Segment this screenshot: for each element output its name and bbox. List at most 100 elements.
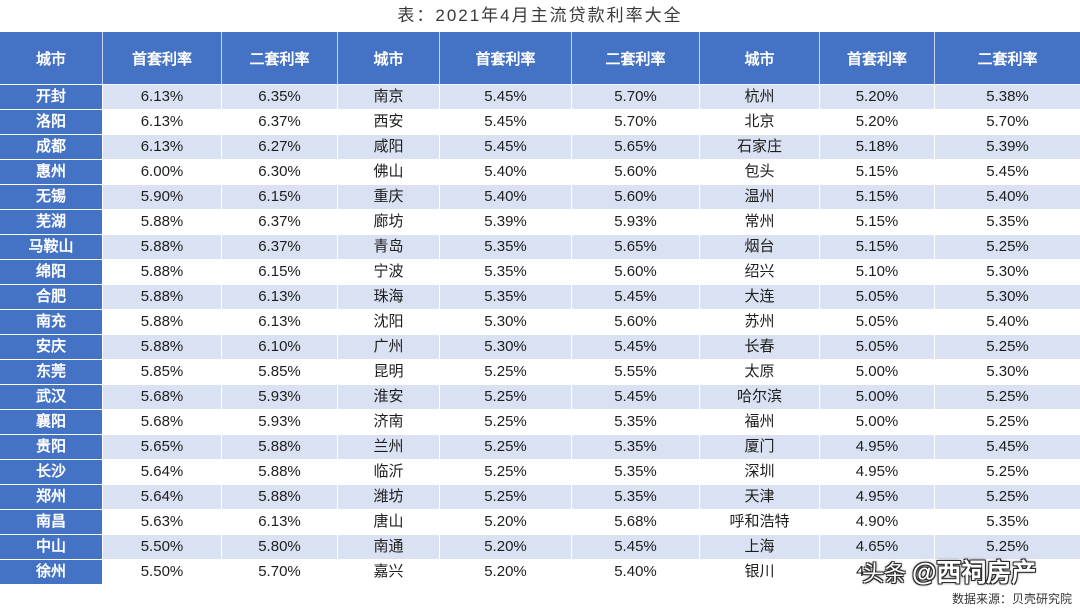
column-header-city: 城市 [338,32,440,85]
city-cell: 芜湖 [0,210,103,235]
first-home-rate-cell: 5.25% [440,360,572,385]
column-header-first-home-rate: 首套利率 [440,32,572,85]
second-home-rate-cell: 5.35% [572,460,700,485]
second-home-rate-cell: 6.13% [222,285,338,310]
table-row: 绵阳 5.88% 6.15% 宁波 5.35% 5.60% 绍兴 5.10% 5.30% [0,260,1080,285]
first-home-rate-cell: 5.50% [103,560,222,585]
city-cell: 烟台 [700,235,820,260]
city-cell: 淮安 [338,385,440,410]
table-row: 东莞 5.85% 5.85% 昆明 5.25% 5.55% 太原 5.00% 5.30% [0,360,1080,385]
second-home-rate-cell: 5.25% [935,410,1080,435]
city-cell: 沈阳 [338,310,440,335]
column-header-first-home-rate: 首套利率 [820,32,935,85]
city-cell: 广州 [338,335,440,360]
first-home-rate-cell: 5.35% [440,235,572,260]
first-home-rate-cell: 5.45% [440,135,572,160]
second-home-rate-cell: 5.80% [222,535,338,560]
first-home-rate-cell: 5.64% [103,485,222,510]
city-cell: 武汉 [0,385,103,410]
first-home-rate-cell: 6.00% [103,160,222,185]
city-cell: 苏州 [700,310,820,335]
first-home-rate-cell: 5.05% [820,285,935,310]
watermark-handle: @西祠房产 [912,559,1037,587]
second-home-rate-cell: 5.60% [572,310,700,335]
first-home-rate-cell: 5.20% [440,510,572,535]
first-home-rate-cell: 4.95% [820,460,935,485]
second-home-rate-cell: 5.88% [222,435,338,460]
column-header-second-home-rate: 二套利率 [222,32,338,85]
second-home-rate-cell: 5.55% [572,360,700,385]
first-home-rate-cell: 4.90% [820,510,935,535]
second-home-rate-cell: 5.70% [222,560,338,585]
city-cell: 昆明 [338,360,440,385]
second-home-rate-cell: 6.30% [222,160,338,185]
first-home-rate-cell: 5.45% [440,85,572,110]
city-cell: 包头 [700,160,820,185]
second-home-rate-cell: 5.85% [222,360,338,385]
column-header-city: 城市 [0,32,103,85]
first-home-rate-cell: 5.25% [440,435,572,460]
first-home-rate-cell: 5.88% [103,260,222,285]
second-home-rate-cell: 5.25% [935,335,1080,360]
rate-table: 城市 首套利率 二套利率 城市 首套利率 二套利率 城市 首套利率 二套利率 开封 6.13% 6.… [0,32,1080,585]
second-home-rate-cell: 5.30% [935,285,1080,310]
first-home-rate-cell: 4.95% [820,485,935,510]
second-home-rate-cell: 5.70% [572,110,700,135]
first-home-rate-cell: 5.30% [440,310,572,335]
second-home-rate-cell: 5.45% [572,285,700,310]
first-home-rate-cell: 5.25% [440,410,572,435]
city-cell: 杭州 [700,85,820,110]
table-row: 南昌 5.63% 6.13% 唐山 5.20% 5.68% 呼和浩特 4.90% 5.35% [0,510,1080,535]
table-row: 贵阳 5.65% 5.88% 兰州 5.25% 5.35% 厦门 4.95% 5.45% [0,435,1080,460]
table-row: 惠州 6.00% 6.30% 佛山 5.40% 5.60% 包头 5.15% 5.45% [0,160,1080,185]
city-cell: 马鞍山 [0,235,103,260]
second-home-rate-cell: 5.70% [572,85,700,110]
second-home-rate-cell [935,560,1080,585]
city-cell: 佛山 [338,160,440,185]
first-home-rate-cell: 5.88% [103,235,222,260]
second-home-rate-cell: 5.45% [935,160,1080,185]
city-cell: 大连 [700,285,820,310]
table-row: 南充 5.88% 6.13% 沈阳 5.30% 5.60% 苏州 5.05% 5.40% [0,310,1080,335]
first-home-rate-cell: 5.45% [440,110,572,135]
city-cell: 珠海 [338,285,440,310]
table-title: 表：2021年4月主流贷款利率大全 [397,6,683,25]
first-home-rate-cell: 5.00% [820,360,935,385]
column-header-second-home-rate: 二套利率 [572,32,700,85]
first-home-rate-cell: 5.20% [820,85,935,110]
second-home-rate-cell: 5.93% [222,410,338,435]
first-home-rate-cell: 4.65% [820,535,935,560]
second-home-rate-cell: 5.40% [935,310,1080,335]
second-home-rate-cell: 5.65% [572,235,700,260]
table-row: 马鞍山 5.88% 6.37% 青岛 5.35% 5.65% 烟台 5.15% 5.25% [0,235,1080,260]
first-home-rate-cell: 5.20% [440,560,572,585]
city-cell: 襄阳 [0,410,103,435]
first-home-rate-cell: 5.05% [820,310,935,335]
second-home-rate-cell: 6.37% [222,110,338,135]
city-cell: 洛阳 [0,110,103,135]
first-home-rate-cell: 4 [820,560,935,585]
city-cell: 西安 [338,110,440,135]
second-home-rate-cell: 5.88% [222,460,338,485]
city-cell: 咸阳 [338,135,440,160]
first-home-rate-cell: 5.00% [820,385,935,410]
second-home-rate-cell: 6.15% [222,185,338,210]
city-cell: 南京 [338,85,440,110]
watermark-platform: 头条 [862,561,907,586]
second-home-rate-cell: 5.35% [935,210,1080,235]
city-cell: 银川 [700,560,820,585]
city-cell: 温州 [700,185,820,210]
first-home-rate-cell: 5.85% [103,360,222,385]
first-home-rate-cell: 5.40% [440,185,572,210]
city-cell: 绍兴 [700,260,820,285]
city-cell: 厦门 [700,435,820,460]
city-cell: 上海 [700,535,820,560]
first-home-rate-cell: 5.15% [820,160,935,185]
second-home-rate-cell: 5.25% [935,485,1080,510]
second-home-rate-cell: 5.30% [935,360,1080,385]
second-home-rate-cell: 5.35% [572,485,700,510]
first-home-rate-cell: 5.68% [103,385,222,410]
second-home-rate-cell: 5.88% [222,485,338,510]
first-home-rate-cell: 5.20% [820,110,935,135]
second-home-rate-cell: 5.40% [572,560,700,585]
